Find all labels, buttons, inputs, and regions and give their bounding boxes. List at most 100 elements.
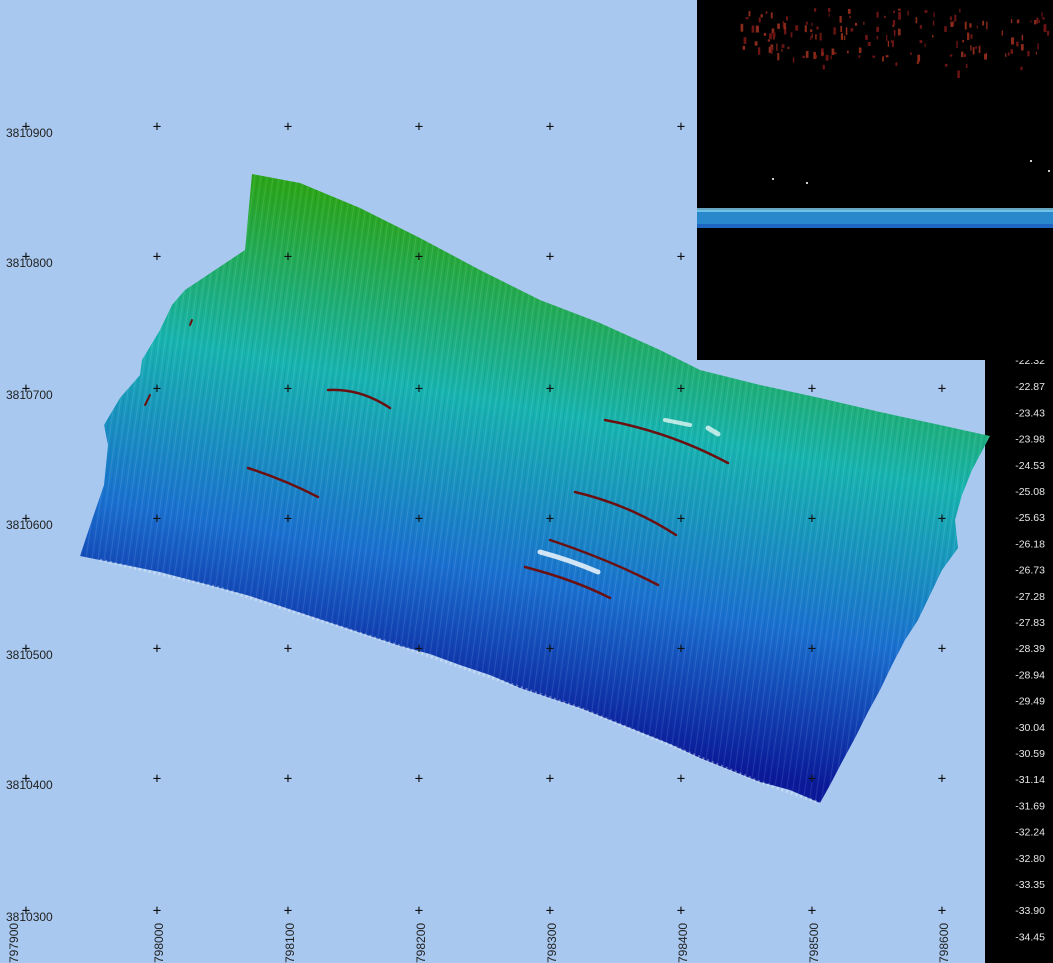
grid-cross-marker: +: [153, 249, 161, 265]
colorbar-value: -30.59: [1015, 748, 1045, 760]
grid-cross-marker: +: [284, 511, 292, 527]
grid-cross-marker: +: [808, 381, 816, 397]
grid-cross-marker: +: [415, 249, 423, 265]
profile-view-panel[interactable]: [697, 0, 1053, 360]
grid-cross-marker: +: [546, 511, 554, 527]
colorbar-value: -29.49: [1015, 696, 1045, 708]
colorbar-value: -24.53: [1015, 460, 1045, 472]
grid-cross-marker: +: [153, 381, 161, 397]
colorbar-value: -32.24: [1015, 827, 1045, 839]
colorbar-value: -25.08: [1015, 486, 1045, 498]
grid-cross-marker: +: [153, 903, 161, 919]
grid-cross-marker: +: [415, 903, 423, 919]
easting-label: 798500: [807, 923, 821, 963]
grid-cross-marker: +: [153, 771, 161, 787]
colorbar-value: -33.35: [1015, 879, 1045, 891]
grid-cross-marker: +: [808, 511, 816, 527]
easting-label: 798100: [283, 923, 297, 963]
grid-cross-marker: +: [22, 119, 30, 135]
colorbar-value: -33.90: [1015, 905, 1045, 917]
colorbar-value: -32.80: [1015, 853, 1045, 865]
grid-cross-marker: +: [938, 903, 946, 919]
profile-view-background: [697, 0, 1053, 360]
grid-cross-marker: +: [677, 903, 685, 919]
grid-cross-marker: +: [808, 771, 816, 787]
grid-crosses: + + + + + + + + + + + + + + + + + + + + + + + + + + + + + + + + + + + + + + + +…: [153, 119, 946, 919]
colorbar-value: -23.98: [1015, 434, 1045, 446]
grid-cross-marker: +: [938, 771, 946, 787]
grid-cross-marker: +: [153, 119, 161, 135]
grid-cross-marker: +: [22, 511, 30, 527]
northing-label: 3810700: [6, 388, 53, 402]
northing-label: 3810800: [6, 256, 53, 270]
grid-cross-marker: +: [22, 641, 30, 657]
northing-label: 3810600: [6, 518, 53, 532]
grid-cross-marker: +: [677, 119, 685, 135]
colorbar-value: -31.14: [1015, 774, 1045, 786]
grid-cross-marker: +: [284, 119, 292, 135]
grid-cross-marker: +: [546, 249, 554, 265]
seafloor-profile: [697, 210, 1053, 228]
grid-cross-marker: +: [22, 381, 30, 397]
colorbar-value: -27.83: [1015, 617, 1045, 629]
grid-cross-marker: +: [415, 119, 423, 135]
survey-swath: [80, 174, 990, 805]
easting-axis: 797900 798000 798100 798200 798300 798400 7985…: [7, 923, 951, 963]
colorbar-value: -22.87: [1015, 381, 1045, 393]
colorbar-value: -26.73: [1015, 565, 1045, 577]
colorbar-value: -34.45: [1015, 931, 1045, 943]
grid-cross-marker: +: [546, 903, 554, 919]
grid-cross-marker: +: [284, 249, 292, 265]
grid-cross-marker: +: [284, 381, 292, 397]
northing-label: 3810400: [6, 778, 53, 792]
grid-cross-marker: +: [415, 511, 423, 527]
easting-label: 798400: [676, 923, 690, 963]
grid-cross-marker: +: [546, 381, 554, 397]
grid-cross-marker: +: [808, 641, 816, 657]
grid-cross-marker: +: [415, 381, 423, 397]
grid-cross-marker: +: [938, 641, 946, 657]
seabed-features: [144, 319, 730, 600]
grid-cross-marker: +: [284, 641, 292, 657]
colorbar-value: -26.18: [1015, 538, 1045, 550]
easting-label: 797900: [7, 923, 21, 963]
colorbar-value: -28.39: [1015, 643, 1045, 655]
northing-label: 3810500: [6, 648, 53, 662]
northing-label: 3810900: [6, 126, 53, 140]
northing-axis: 3810900+3810800+3810700+3810600+3810500+…: [6, 119, 53, 924]
grid-cross-marker: +: [284, 771, 292, 787]
colorbar-value: -27.28: [1015, 591, 1045, 603]
grid-cross-marker: +: [153, 511, 161, 527]
grid-cross-marker: +: [22, 903, 30, 919]
depth-colorbar: -22.32-22.87-23.43-23.98-24.53-25.08-25.…: [1015, 355, 1045, 943]
northing-label: 3810300: [6, 910, 53, 924]
grid-cross-marker: +: [808, 903, 816, 919]
grid-cross-marker: +: [677, 381, 685, 397]
grid-cross-marker: +: [677, 249, 685, 265]
surface-noise-points: [740, 8, 1050, 184]
grid-cross-marker: +: [284, 903, 292, 919]
easting-label: 798000: [152, 923, 166, 963]
colorbar-value: -28.94: [1015, 669, 1045, 681]
colorbar-value: -31.69: [1015, 800, 1045, 812]
grid-cross-marker: +: [546, 119, 554, 135]
grid-cross-marker: +: [22, 249, 30, 265]
grid-cross-marker: +: [938, 381, 946, 397]
grid-cross-marker: +: [546, 771, 554, 787]
grid-cross-marker: +: [153, 641, 161, 657]
grid-cross-marker: +: [938, 511, 946, 527]
grid-cross-marker: +: [677, 771, 685, 787]
grid-cross-marker: +: [677, 641, 685, 657]
grid-cross-marker: +: [22, 771, 30, 787]
grid-cross-marker: +: [677, 511, 685, 527]
colorbar-panel: [985, 355, 1053, 963]
grid-cross-marker: +: [415, 641, 423, 657]
colorbar-value: -23.43: [1015, 407, 1045, 419]
easting-label: 798200: [414, 923, 428, 963]
easting-label: 798300: [545, 923, 559, 963]
colorbar-value: -25.63: [1015, 512, 1045, 524]
easting-label: 798600: [937, 923, 951, 963]
grid-cross-marker: +: [546, 641, 554, 657]
colorbar-value: -30.04: [1015, 722, 1045, 734]
